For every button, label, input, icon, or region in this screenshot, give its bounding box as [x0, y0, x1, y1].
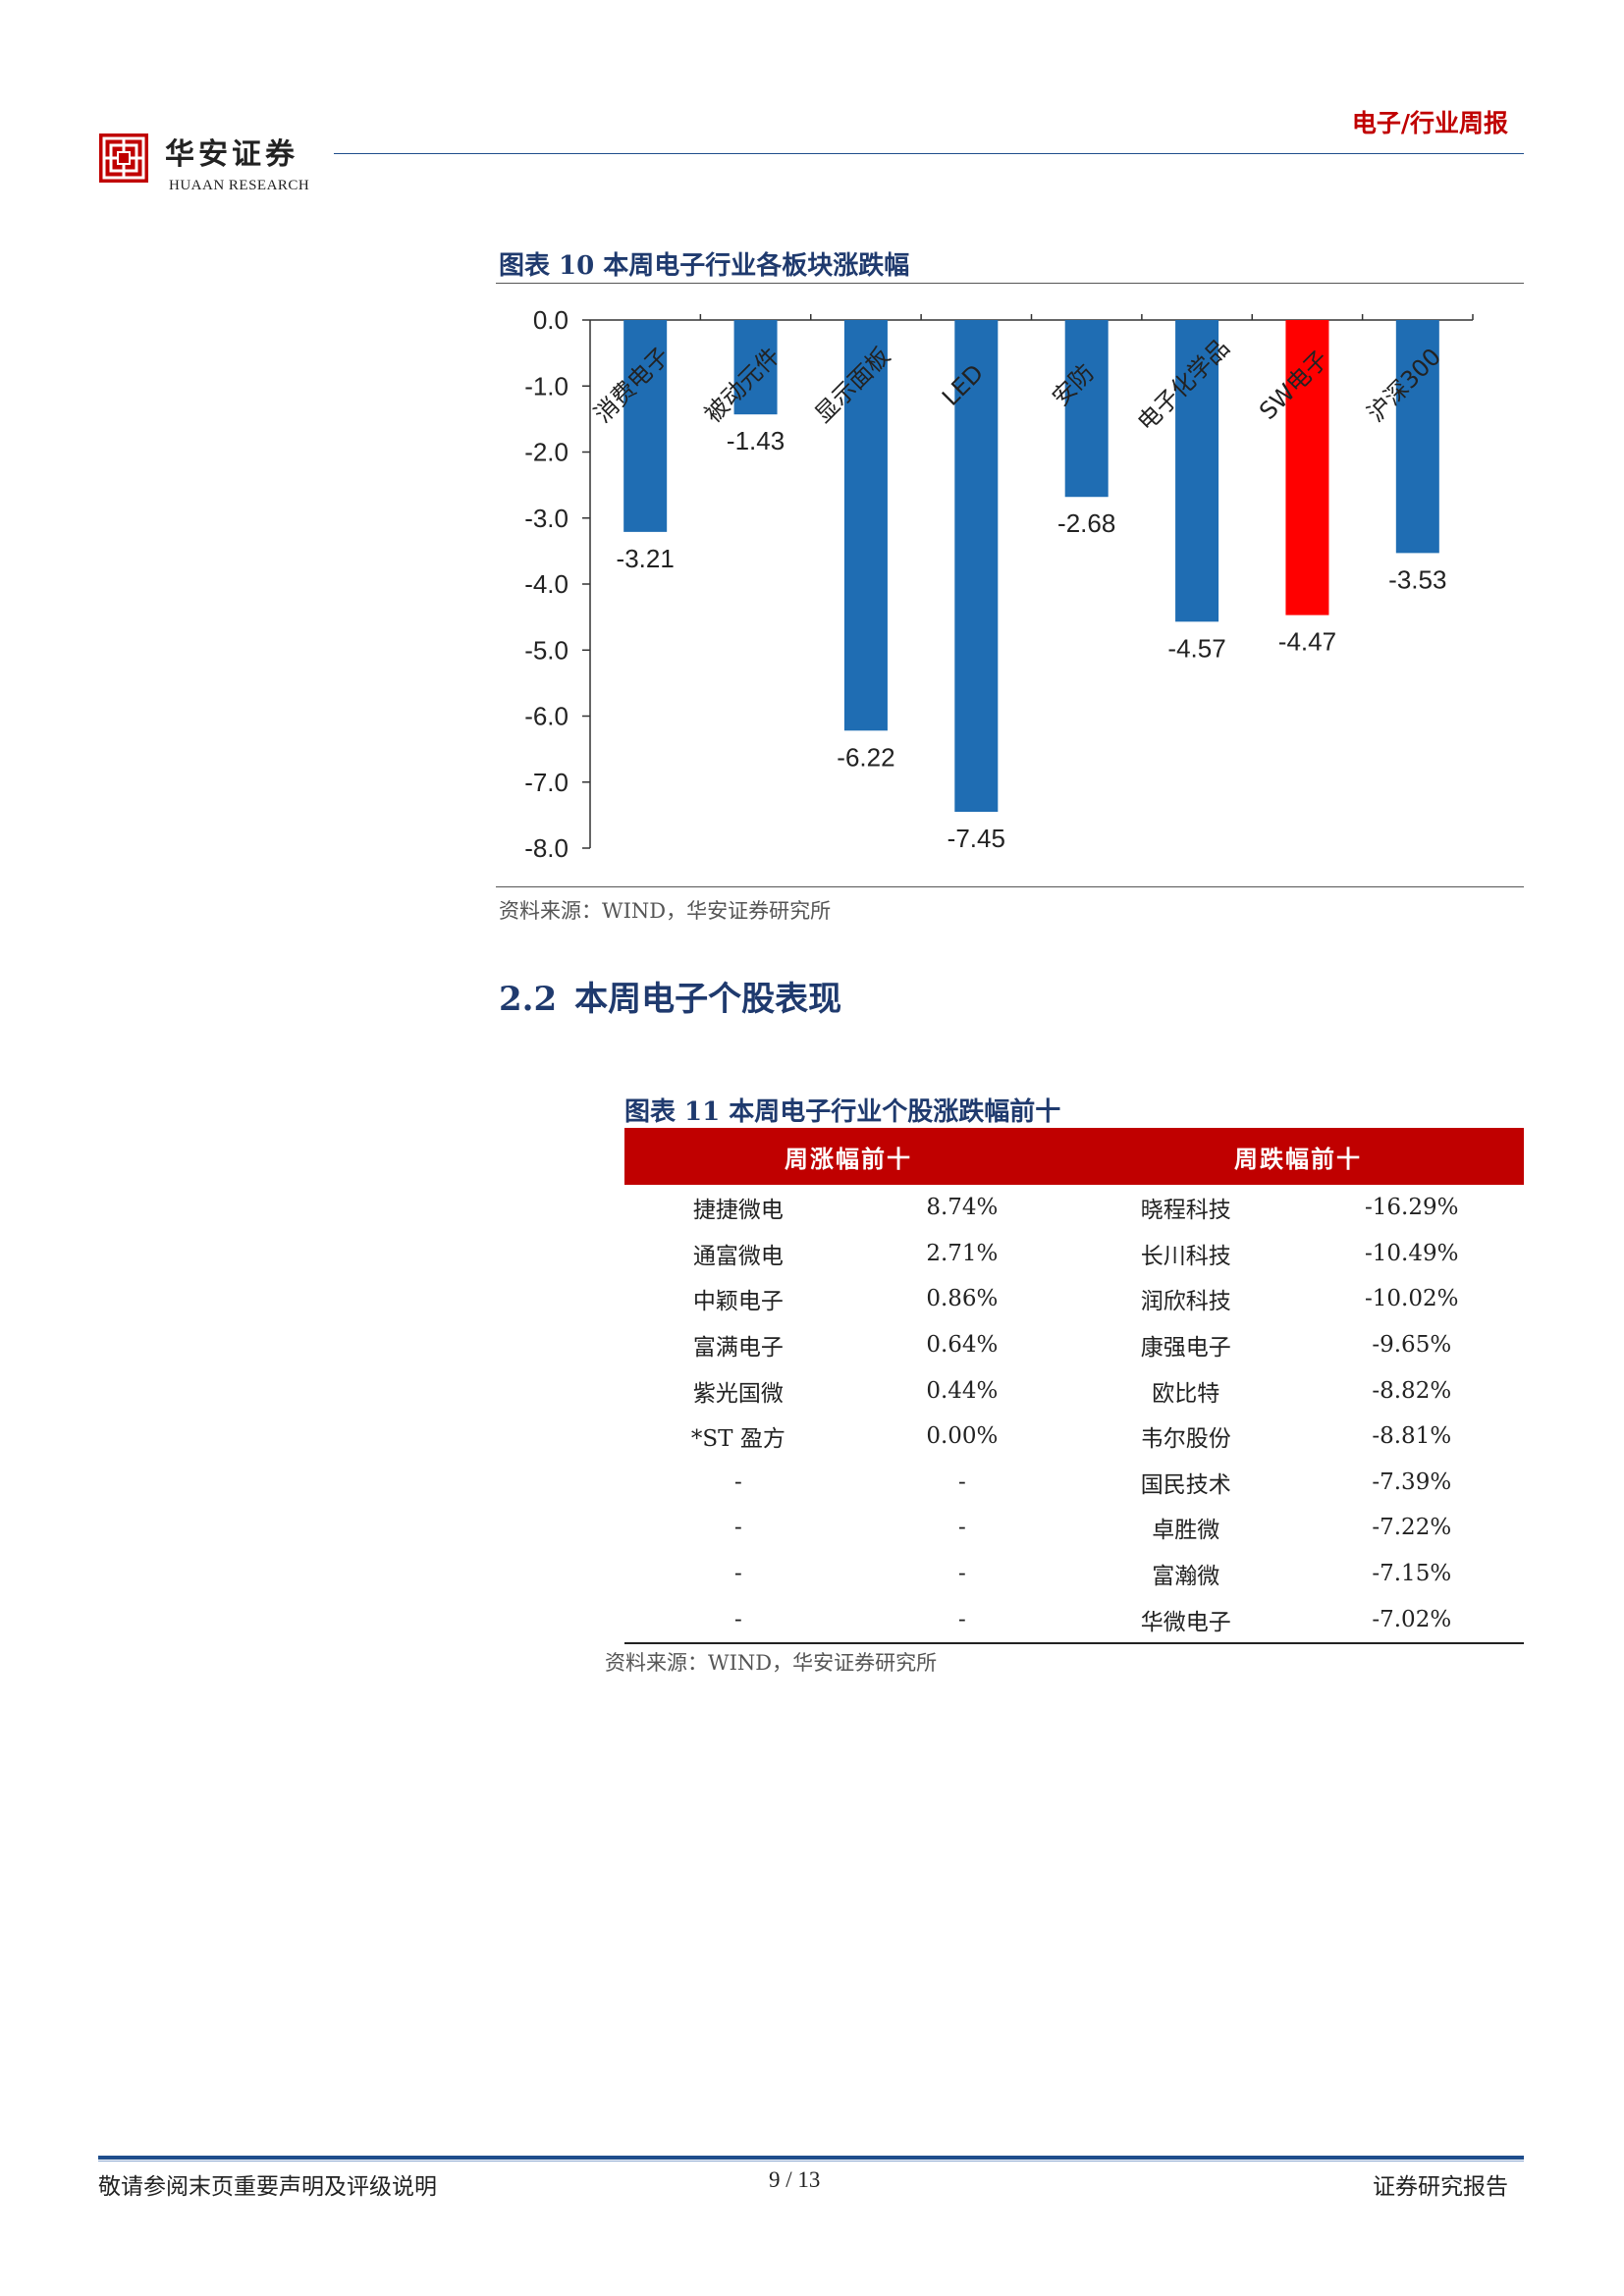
y-tick-label: -7.0	[524, 768, 568, 797]
gainer-change: 0.44%	[926, 1377, 999, 1404]
gainer-name: 紫光国微	[692, 1380, 784, 1407]
loser-change: -8.82%	[1372, 1377, 1452, 1404]
figure10-top-rule	[496, 283, 1524, 284]
y-tick-label: -5.0	[524, 635, 568, 665]
page-number: 9 / 13	[769, 2167, 821, 2192]
table-row: 紫光国微 0.44% 欧比特 -8.82%	[624, 1367, 1524, 1414]
gainer-change: -	[957, 1515, 966, 1541]
bar-2	[843, 320, 888, 731]
section-title: 本周电子个股表现	[574, 980, 842, 1019]
table-row: - - 富瀚微 -7.15%	[624, 1551, 1524, 1597]
loser-name: 卓胜微	[1152, 1518, 1220, 1544]
loser-change: -7.02%	[1299, 1596, 1524, 1644]
loser-change: -7.22%	[1372, 1515, 1452, 1541]
gainer-name: -	[733, 1515, 742, 1541]
bar-6	[1285, 320, 1329, 615]
bar-value-label: -1.43	[727, 426, 785, 455]
loser-change: -16.29%	[1365, 1195, 1459, 1221]
bar-value-label: -3.21	[617, 544, 675, 573]
gainer-name: 中颖电子	[692, 1289, 784, 1315]
top-ten-table: 周涨幅前十 周跌幅前十 捷捷微电 8.74% 晓程科技 -16.29% 通富微电 2.71…	[624, 1128, 1524, 1644]
section-heading: 2.2 本周电子个股表现	[499, 972, 841, 1020]
loser-change: -9.65%	[1372, 1332, 1452, 1359]
table-row: 中颖电子 0.86% 润欣科技 -10.02%	[624, 1276, 1524, 1322]
loser-name: 晓程科技	[1140, 1198, 1231, 1224]
loser-change: -10.02%	[1365, 1286, 1459, 1312]
gainer-change: 2.71%	[926, 1240, 999, 1266]
footer-divider	[98, 2156, 1524, 2160]
gainer-name: -	[733, 1561, 742, 1587]
loser-name: 韦尔股份	[1140, 1426, 1231, 1453]
table-row: - - 华微电子 -7.02%	[624, 1596, 1524, 1644]
loser-name: 润欣科技	[1140, 1289, 1231, 1315]
losers-header: 周跌幅前十	[1071, 1128, 1524, 1185]
footer-report-label: 证券研究报告	[1373, 2174, 1508, 2200]
bar-0	[623, 320, 668, 532]
logo-text-cn: 华安证券	[165, 137, 298, 172]
y-tick-label: -2.0	[524, 438, 568, 467]
report-type: 电子/行业周报	[1351, 109, 1508, 137]
gainer-change: -	[957, 1468, 966, 1495]
header-divider	[334, 153, 1524, 154]
bar-value-label: -4.57	[1167, 633, 1225, 663]
gainer-change: -	[851, 1596, 1072, 1644]
bar-4	[1064, 320, 1109, 498]
loser-change: -8.81%	[1372, 1423, 1452, 1450]
y-tick-label: -8.0	[524, 833, 568, 863]
footer-disclaimer: 敬请参阅末页重要声明及评级说明	[98, 2174, 437, 2200]
sector-change-chart: 0.0 -1.0 -2.0 -3.0 -4.0 -5.0 -6.0 -7.0 -8.0 -3.21…	[524, 305, 1474, 863]
loser-name: 国民技术	[1140, 1471, 1231, 1498]
bar-7	[1395, 320, 1439, 554]
loser-change: -7.39%	[1372, 1468, 1452, 1495]
figure10-bottom-rule	[496, 886, 1524, 887]
bar-3	[954, 320, 999, 813]
gainers-header: 周涨幅前十	[624, 1128, 1072, 1185]
loser-name: 康强电子	[1140, 1335, 1231, 1362]
loser-change: -10.49%	[1365, 1240, 1459, 1266]
bar-value-label: -3.53	[1388, 564, 1446, 594]
logo-text-en: HUAAN RESEARCH	[169, 178, 310, 193]
figure10-source: 资料来源：WIND，华安证券研究所	[499, 899, 832, 923]
gainer-change: 0.64%	[926, 1332, 999, 1359]
gainer-name: 富满电子	[692, 1335, 784, 1362]
bar-1	[733, 320, 778, 415]
table-row: 通富微电 2.71% 长川科技 -10.49%	[624, 1231, 1524, 1277]
y-tick-label: -4.0	[524, 569, 568, 599]
table-row: *ST 盈方 0.00% 韦尔股份 -8.81%	[624, 1414, 1524, 1460]
bar-value-label: -2.68	[1057, 508, 1115, 538]
section-number: 2.2	[499, 980, 558, 1019]
bar-value-label: -6.22	[837, 742, 894, 772]
gainer-name: 捷捷微电	[692, 1198, 784, 1224]
gainer-name: *ST 盈方	[690, 1426, 785, 1453]
gainer-change: 8.74%	[926, 1195, 999, 1221]
gainer-name: -	[624, 1596, 852, 1644]
gainer-change: -	[957, 1561, 966, 1587]
gainer-name: -	[733, 1468, 742, 1495]
gainer-change: 0.00%	[926, 1423, 999, 1450]
table-row: - - 国民技术 -7.39%	[624, 1460, 1524, 1506]
loser-name: 华微电子	[1071, 1596, 1300, 1644]
loser-change: -7.15%	[1372, 1561, 1452, 1587]
table-row: - - 卓胜微 -7.22%	[624, 1505, 1524, 1551]
loser-name: 欧比特	[1152, 1380, 1220, 1407]
y-tick-label: 0.0	[533, 305, 568, 335]
figure11-source: 资料来源：WIND，华安证券研究所	[605, 1651, 938, 1675]
footer-divider-thin	[98, 2161, 1524, 2162]
loser-name: 长川科技	[1140, 1243, 1231, 1269]
loser-name: 富瀚微	[1152, 1564, 1220, 1590]
huaan-logo-icon	[99, 133, 148, 183]
y-tick-label: -1.0	[524, 371, 568, 400]
table-row: 捷捷微电 8.74% 晓程科技 -16.29%	[624, 1185, 1524, 1231]
figure10-title: 图表 10 本周电子行业各板块涨跌幅	[499, 251, 910, 281]
y-tick-label: -6.0	[524, 702, 568, 731]
figure11-title: 图表 11 本周电子行业个股涨跌幅前十	[624, 1097, 1061, 1127]
bar-value-label: -4.47	[1278, 627, 1336, 657]
gainer-change: 0.86%	[926, 1286, 999, 1312]
y-tick-label: -3.0	[524, 504, 568, 533]
table-header-row: 周涨幅前十 周跌幅前十	[624, 1128, 1524, 1185]
bar-5	[1175, 320, 1219, 622]
bar-value-label: -7.45	[947, 824, 1005, 853]
table-row: 富满电子 0.64% 康强电子 -9.65%	[624, 1322, 1524, 1368]
gainer-name: 通富微电	[692, 1243, 784, 1269]
